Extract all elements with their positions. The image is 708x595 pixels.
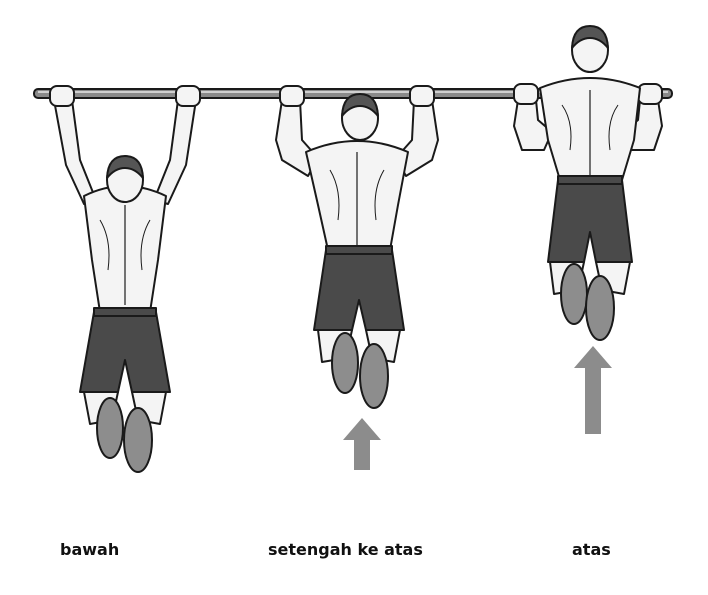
figure-top-position [513, 25, 663, 341]
arrow-up-large-icon [574, 346, 612, 434]
caption-top: atas [572, 540, 611, 559]
caption-bottom: bawah [60, 540, 120, 559]
arrow-up-small-icon [343, 418, 381, 470]
figure-half-position [275, 85, 439, 409]
figure-bottom-position [49, 85, 201, 473]
caption-half-up: setengah ke atas [268, 540, 423, 559]
